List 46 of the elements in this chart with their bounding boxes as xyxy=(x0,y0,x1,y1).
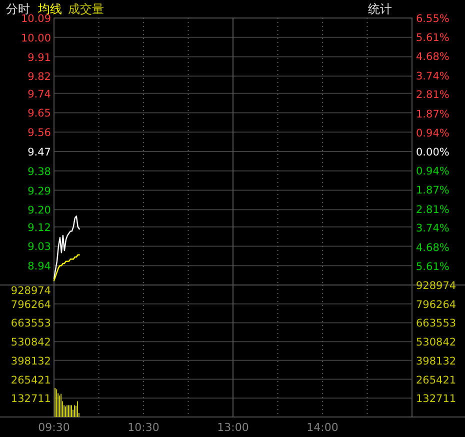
y2-tick-label: 2.81% xyxy=(416,204,450,216)
x-tick-label: 13:00 xyxy=(217,421,249,434)
y2-tick-label: 1.87% xyxy=(416,184,450,197)
y-tick-label: 9.38 xyxy=(28,166,51,178)
y-tick-label: 132711 xyxy=(10,393,51,406)
y2-tick-label: 6.55% xyxy=(416,13,450,25)
y-tick-label: 9.12 xyxy=(28,222,51,234)
x-tick-label: 14:00 xyxy=(306,421,338,434)
y2-tick-label: 3.74% xyxy=(416,222,450,235)
y2-tick-label: 132711 xyxy=(416,393,456,406)
y2-tick-label: 5.61% xyxy=(416,32,450,44)
y-tick-label: 928974 xyxy=(10,285,52,297)
y-tick-label: 796264 xyxy=(10,298,52,311)
y-tick-label: 9.91 xyxy=(28,52,51,64)
y-tick-label: 9.65 xyxy=(28,108,51,120)
y2-tick-label: 0.00% xyxy=(416,146,450,158)
y2-tick-label: 0.94% xyxy=(416,127,450,140)
y2-tick-label: 265421 xyxy=(416,374,456,386)
y-tick-label: 9.74 xyxy=(28,88,52,100)
y-tick-label: 8.94 xyxy=(28,260,52,273)
y2-tick-label: 0.94% xyxy=(416,166,450,178)
y-tick-label: 10.00 xyxy=(20,32,51,44)
y-tick-label: 9.03 xyxy=(28,241,51,254)
y-tick-label: 398132 xyxy=(10,355,51,368)
y2-tick-label: 530842 xyxy=(416,336,456,349)
y2-tick-label: 4.68% xyxy=(416,51,450,64)
y2-tick-label: 398132 xyxy=(416,355,456,368)
y-tick-label: 9.29 xyxy=(28,185,51,198)
y-tick-label: 9.47 xyxy=(28,146,51,158)
y2-tick-label: 3.74% xyxy=(416,70,450,82)
y2-tick-label: 928974 xyxy=(416,280,456,292)
y-tick-label: 10.09 xyxy=(20,13,51,25)
y2-tick-label: 2.81% xyxy=(416,89,450,102)
y-tick-label: 9.20 xyxy=(28,204,51,217)
y-tick-label: 530842 xyxy=(10,336,51,349)
y2-tick-label: 796264 xyxy=(416,298,456,311)
y-tick-label: 9.56 xyxy=(28,127,52,140)
y2-tick-label: 5.61% xyxy=(416,260,450,273)
x-tick-label: 09:30 xyxy=(38,421,70,434)
y2-tick-label: 4.68% xyxy=(416,242,450,254)
y-tick-label: 9.82 xyxy=(28,71,51,84)
y-tick-label: 265421 xyxy=(10,374,51,386)
y2-tick-label: 1.87% xyxy=(416,108,450,120)
y-tick-label: 663553 xyxy=(10,318,51,330)
y2-tick-label: 663553 xyxy=(416,318,456,330)
x-tick-label: 10:30 xyxy=(128,421,160,434)
